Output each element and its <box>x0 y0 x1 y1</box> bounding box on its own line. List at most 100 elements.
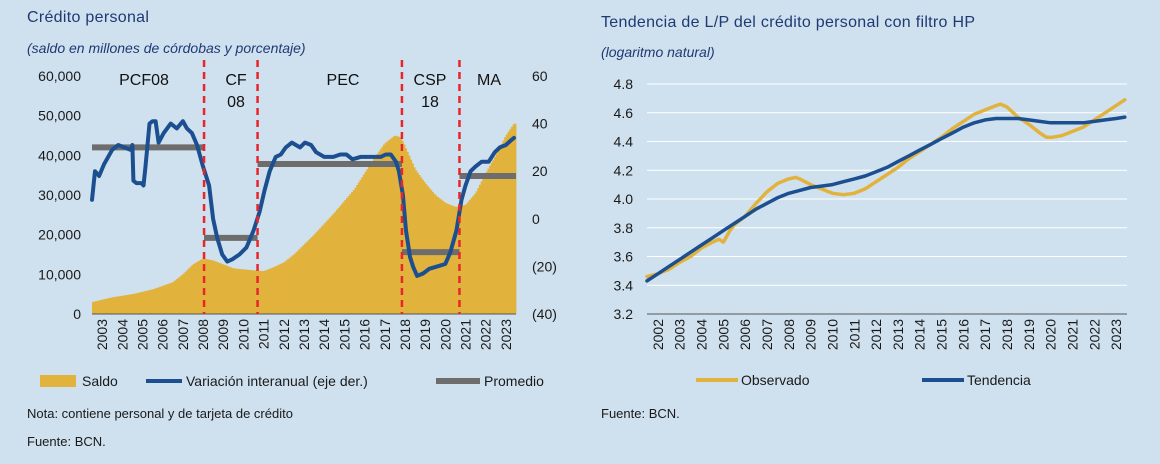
saldo-bar <box>203 258 206 314</box>
saldo-bar <box>226 266 229 314</box>
saldo-bar <box>344 199 347 314</box>
saldo-bar <box>120 295 123 314</box>
x-tick-label: 2010 <box>235 319 251 350</box>
y-left-tick-label: 50,000 <box>38 108 81 124</box>
x-tick-label: 2016 <box>357 319 373 350</box>
saldo-bar <box>192 263 196 314</box>
saldo-bar <box>130 294 133 314</box>
saldo-bar <box>455 206 458 314</box>
saldo-bar <box>102 299 105 314</box>
legend-label-variacion: Variación interanual (eje der.) <box>186 373 368 389</box>
saldo-bar <box>97 300 100 314</box>
legend-label-promedio: Promedio <box>484 373 544 389</box>
saldo-bar <box>473 194 477 314</box>
saldo-bar <box>484 174 487 314</box>
saldo-bar <box>420 177 423 314</box>
x-tick-label: 2018 <box>397 319 413 350</box>
saldo-bar <box>393 136 396 314</box>
saldo-bar <box>162 285 165 314</box>
saldo-bar <box>164 284 167 314</box>
saldo-bar <box>394 135 397 314</box>
saldo-bar <box>231 268 234 314</box>
saldo-bar <box>440 199 443 314</box>
x-tick-label: 2019 <box>417 319 433 350</box>
x-tick-label: 2021 <box>458 319 474 350</box>
saldo-bar <box>391 137 394 314</box>
saldo-bar <box>177 277 180 314</box>
saldo-bar <box>115 296 118 314</box>
saldo-bar <box>300 247 303 314</box>
x-tick-label: 2006 <box>155 319 171 350</box>
saldo-bar <box>218 262 221 314</box>
saldo-bar <box>179 276 182 314</box>
x-tick-label: 2007 <box>759 319 775 350</box>
saldo-bar <box>372 158 376 314</box>
x-tick-label: 2015 <box>934 319 950 350</box>
saldo-bar <box>472 195 475 314</box>
saldo-bar <box>93 301 96 314</box>
saldo-bar <box>314 233 317 314</box>
saldo-bar <box>325 221 328 314</box>
saldo-bar <box>287 259 290 314</box>
saldo-bar <box>191 265 194 314</box>
x-tick-label: 2018 <box>999 319 1015 350</box>
saldo-bar <box>100 299 103 314</box>
saldo-bar <box>194 262 197 314</box>
saldo-bar <box>235 268 238 314</box>
y-tick-label: 3.8 <box>614 220 634 236</box>
saldo-bar <box>408 155 411 314</box>
saldo-bar <box>347 195 350 314</box>
saldo-bar <box>485 171 488 314</box>
observado-line <box>645 98 1127 279</box>
saldo-bar <box>282 262 285 314</box>
saldo-bar <box>216 262 219 314</box>
saldo-bar <box>209 259 212 314</box>
saldo-bar <box>240 269 243 314</box>
y-tick-label: 3.4 <box>614 277 634 293</box>
saldo-bar <box>337 207 340 314</box>
x-tick-label: 2014 <box>912 319 928 350</box>
right-chart-subtitle: (logaritmo natural) <box>601 44 715 60</box>
saldo-bar <box>386 141 389 314</box>
saldo-bar <box>288 257 291 314</box>
x-tick-label: 2006 <box>737 319 753 350</box>
x-tick-label: 2020 <box>437 319 453 350</box>
x-tick-label: 2023 <box>498 319 514 350</box>
saldo-bar <box>346 197 349 314</box>
saldo-bar <box>374 156 377 314</box>
x-tick-label: 2005 <box>135 319 151 350</box>
saldo-bar <box>140 291 143 314</box>
saldo-bar <box>322 224 325 314</box>
x-tick-label: 2022 <box>1086 319 1102 350</box>
saldo-bar <box>376 153 379 314</box>
x-tick-label: 2004 <box>694 319 710 350</box>
x-tick-label: 2004 <box>114 319 130 350</box>
saldo-bar <box>487 168 490 314</box>
saldo-bar <box>113 296 116 314</box>
y-left-tick-label: 10,000 <box>38 266 81 282</box>
saldo-bar <box>137 292 140 314</box>
saldo-bar <box>416 172 419 314</box>
saldo-bar <box>425 184 428 314</box>
saldo-bar <box>475 191 478 314</box>
saldo-bar <box>510 126 514 314</box>
saldo-bar <box>463 205 466 314</box>
saldo-bar <box>364 171 367 314</box>
saldo-bar <box>334 211 337 314</box>
saldo-bar <box>298 248 302 314</box>
x-tick-label: 2021 <box>1065 319 1081 350</box>
y-left-tick-label: 40,000 <box>38 147 81 163</box>
saldo-bar <box>411 163 414 314</box>
saldo-bar <box>187 268 190 314</box>
saldo-bar <box>292 255 295 314</box>
saldo-bar <box>480 181 483 314</box>
saldo-bar <box>204 258 207 314</box>
saldo-bar <box>176 278 179 314</box>
y-tick-label: 4.8 <box>614 76 634 92</box>
saldo-bar <box>356 185 359 314</box>
left-chart-source: Fuente: BCN. <box>27 434 106 449</box>
saldo-bar <box>290 256 293 314</box>
saldo-bar <box>118 296 121 314</box>
saldo-bar <box>329 217 332 314</box>
saldo-bar <box>500 143 503 314</box>
